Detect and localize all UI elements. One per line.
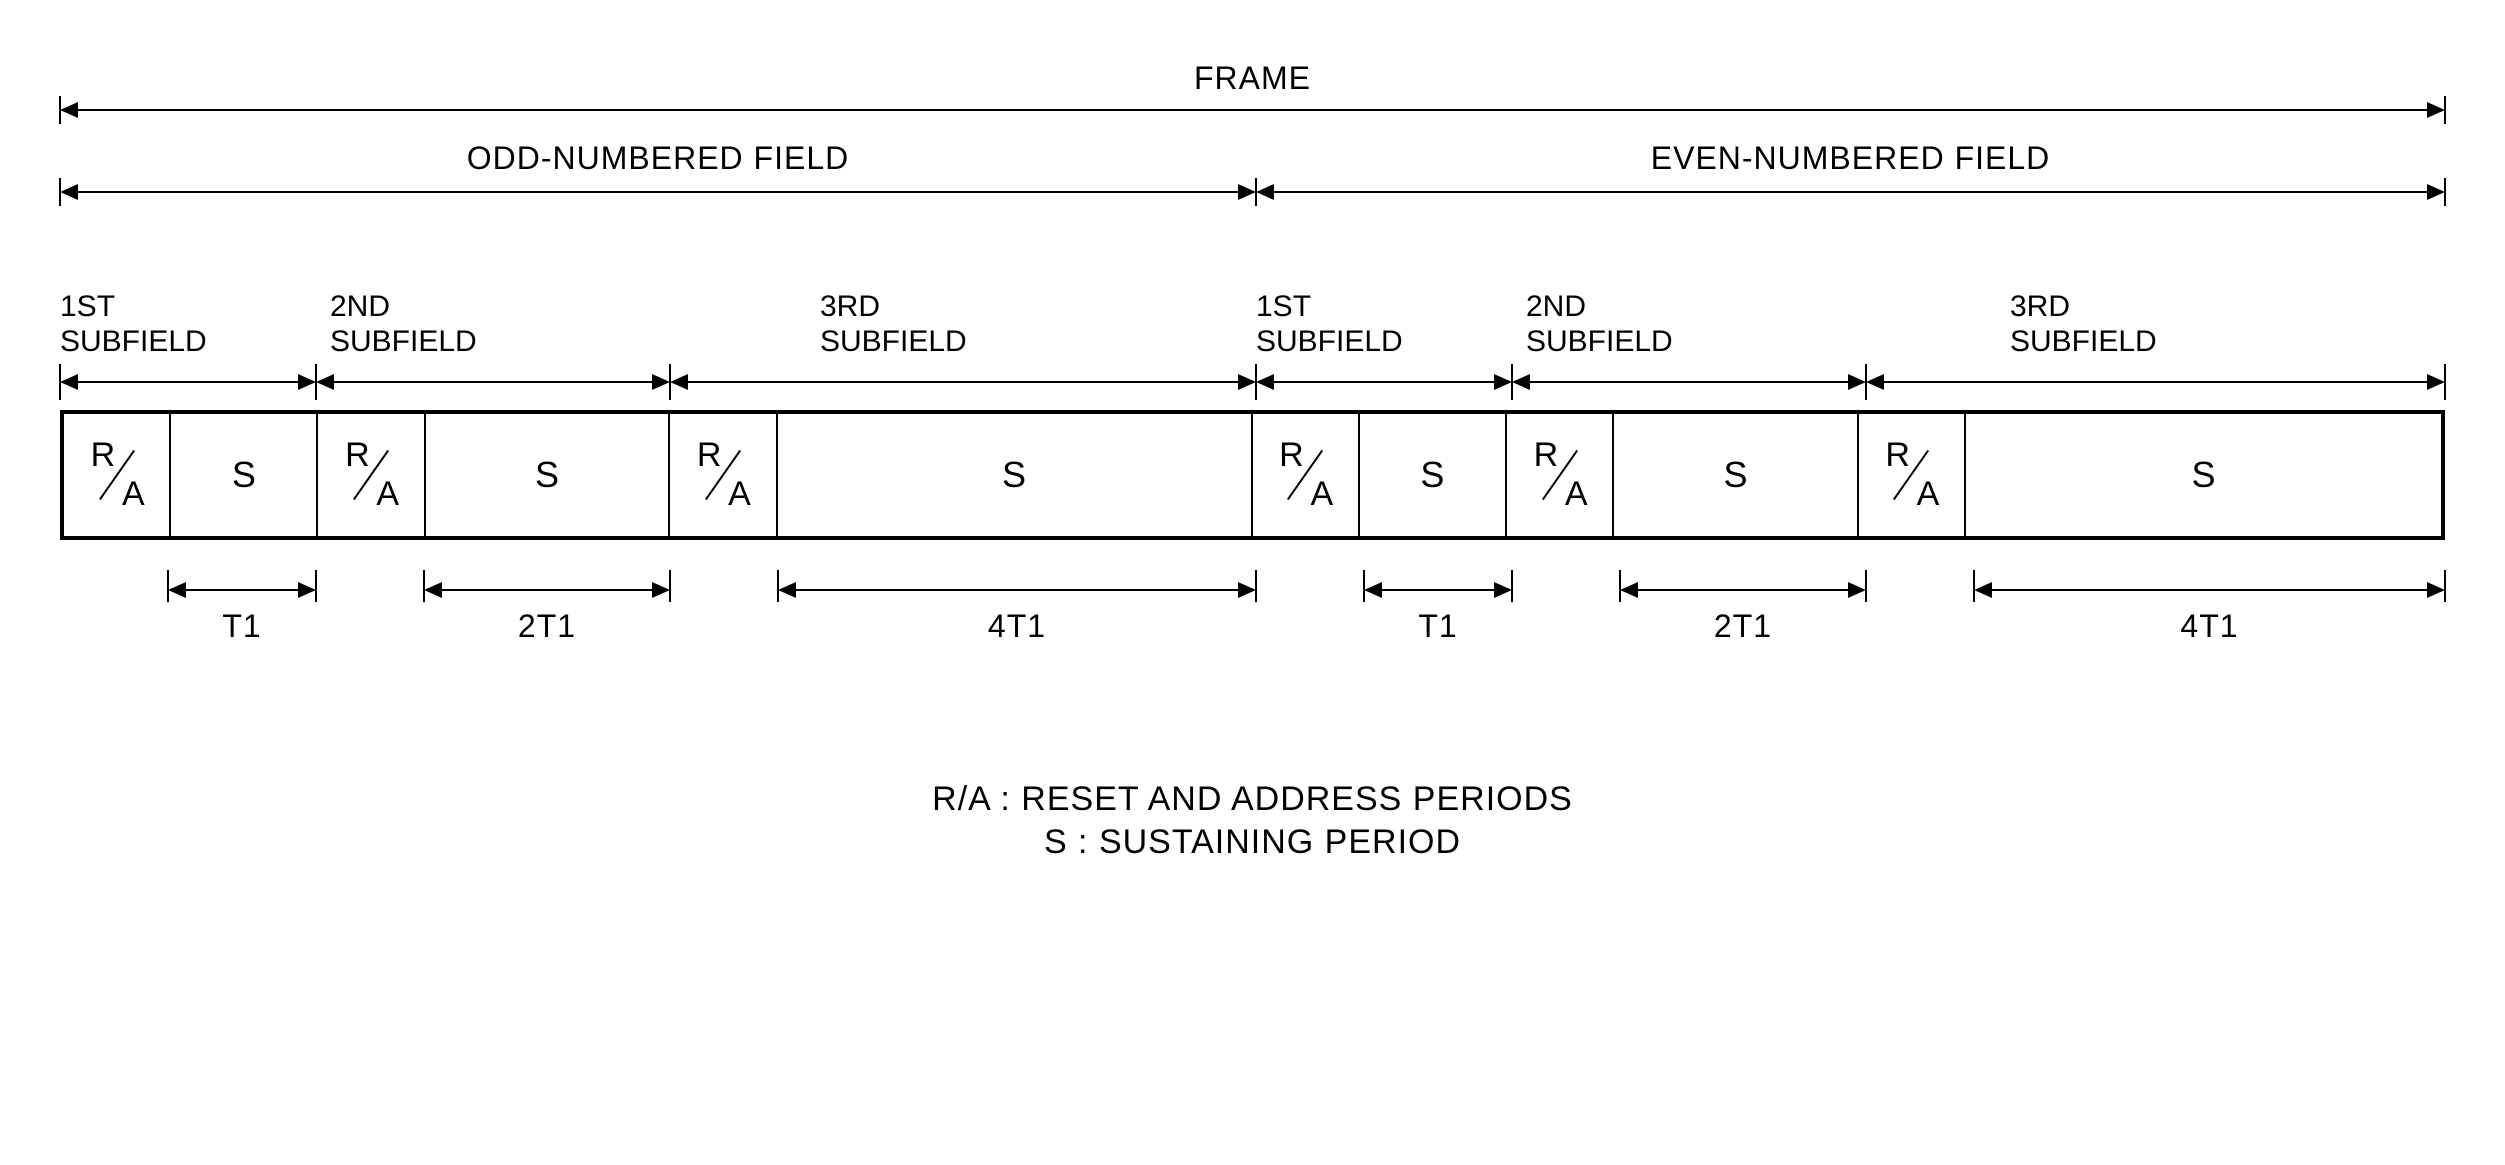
fields-dimension-row: ODD-NUMBERED FIELD EVEN-NUMBERED FIELD [60, 140, 2445, 220]
ra-cell: RA [670, 414, 777, 536]
ra-glyph: RA [1275, 440, 1335, 510]
s-cell: S [426, 414, 670, 536]
s-cell: S [1360, 414, 1507, 536]
s-label: S [1002, 454, 1026, 496]
duration-label: 2T1 [1714, 608, 1772, 645]
field-label: EVEN-NUMBERED FIELD [1651, 140, 2051, 177]
ra-cell: RA [318, 414, 425, 536]
duration-label: 4T1 [2180, 608, 2238, 645]
subfield-label: 1STSUBFIELD [60, 290, 207, 359]
subfield-label: 3RDSUBFIELD [820, 290, 967, 359]
duration-label: 4T1 [988, 608, 1046, 645]
subfields-dimension-row: 1STSUBFIELD 2NDSUBFIELD 3RDSUBFIELD 1STSUBF… [60, 290, 2445, 410]
s-label: S [1723, 454, 1747, 496]
duration-label: 2T1 [518, 608, 576, 645]
s-label: S [232, 454, 256, 496]
s-cell: S [778, 414, 1253, 536]
legend-s: S : SUSTAINING PERIOD [60, 823, 2445, 862]
s-cell: S [171, 414, 318, 536]
ra-cell: RA [64, 414, 171, 536]
duration-label: T1 [222, 608, 261, 645]
timeline-bar: RA S RA S RA S RA S RA S RA S [60, 410, 2445, 540]
legend-ra: R/A : RESET AND ADDRESS PERIODS [60, 780, 2445, 819]
s-label: S [1420, 454, 1444, 496]
legend: R/A : RESET AND ADDRESS PERIODS S : SUST… [60, 780, 2445, 862]
ra-glyph: RA [1530, 440, 1590, 510]
s-cell: S [1966, 414, 2441, 536]
s-label: S [2191, 454, 2215, 496]
ra-cell: RA [1507, 414, 1614, 536]
subfield-label: 3RDSUBFIELD [2010, 290, 2157, 359]
field-label: ODD-NUMBERED FIELD [467, 140, 849, 177]
subfield-label: 1STSUBFIELD [1256, 290, 1403, 359]
s-label: S [535, 454, 559, 496]
frame-dimension-row: FRAME [60, 60, 2445, 130]
ra-glyph: RA [341, 440, 401, 510]
subfield-label: 2NDSUBFIELD [330, 290, 477, 359]
frame-label: FRAME [1194, 60, 1311, 97]
ra-cell: RA [1859, 414, 1966, 536]
ra-glyph: RA [87, 440, 147, 510]
ra-glyph: RA [1881, 440, 1941, 510]
frame-timing-diagram: FRAME ODD-NUMBERED FIELD EVEN-NUMBERED FI… [60, 60, 2445, 862]
ra-glyph: RA [693, 440, 753, 510]
s-cell: S [1614, 414, 1858, 536]
subfield-label: 2NDSUBFIELD [1526, 290, 1673, 359]
ra-cell: RA [1253, 414, 1360, 536]
durations-dimension-row: T1 2T1 4T1 T1 2T1 4T1 [60, 560, 2445, 660]
duration-label: T1 [1418, 608, 1457, 645]
